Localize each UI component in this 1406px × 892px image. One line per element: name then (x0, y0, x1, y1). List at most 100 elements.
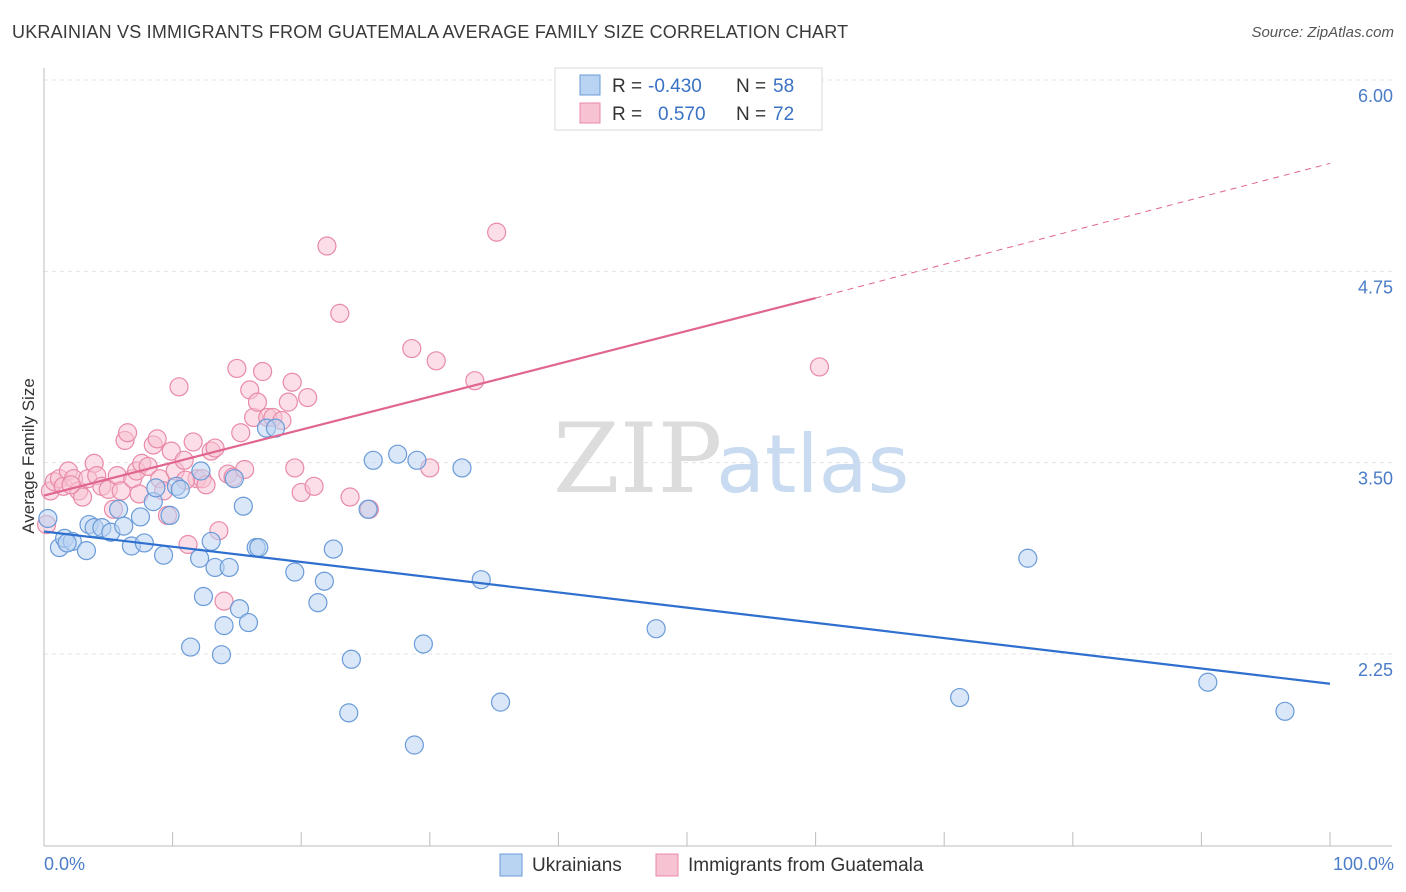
legend-swatch-pink (579, 102, 601, 124)
series-ukrainians-points (38, 418, 1295, 755)
legend-n-value-pink: 72 (773, 104, 794, 125)
y-tick-labels: 2.25 3.50 4.75 6.00 (1358, 86, 1393, 680)
ukrainian-point-36 (308, 593, 328, 613)
ukrainian-point-37 (314, 571, 334, 591)
y-tick-label-0: 2.25 (1358, 660, 1393, 680)
guatemala-point-43 (227, 358, 247, 379)
guatemala-point-18 (117, 423, 138, 443)
ukrainian-point-16 (153, 545, 174, 565)
guatemala-point-53 (278, 392, 298, 412)
ukrainian-point-52 (1018, 548, 1038, 568)
ukrainian-point-54 (1275, 701, 1295, 721)
axes (43, 68, 1392, 847)
guatemala-point-60 (330, 303, 350, 323)
trendlines (43, 162, 1331, 685)
ukrainian-point-19 (170, 479, 190, 499)
trendline-guatemala-extension (815, 162, 1331, 299)
guatemala-point-44 (231, 423, 251, 443)
guatemala-point-48 (247, 392, 268, 412)
correlation-legend: R = -0.430 N = 58 R = 0.570 N = 72 (554, 67, 823, 131)
guatemala-point-68 (809, 357, 830, 377)
ukrainian-point-32 (249, 537, 269, 558)
y-tick-label-3: 6.00 (1358, 86, 1393, 106)
ukrainian-point-9 (108, 499, 129, 519)
ukrainian-point-40 (341, 649, 361, 669)
ukrainian-point-43 (388, 444, 408, 464)
guatemala-point-63 (402, 338, 422, 359)
ukrainian-point-57 (224, 469, 244, 489)
ukrainian-point-42 (363, 450, 383, 470)
legend-r-value-pink: 0.570 (658, 104, 706, 125)
ukrainian-point-27 (219, 557, 239, 578)
ukrainian-point-41 (358, 499, 378, 519)
ukrainian-point-22 (193, 586, 214, 607)
ukrainian-point-39 (339, 703, 359, 723)
ukrainian-point-28 (229, 599, 250, 619)
trendline-ukrainians (43, 530, 1331, 685)
legend-r-label-blue: R = (612, 76, 642, 97)
ukrainian-point-56 (191, 461, 211, 481)
guatemala-point-30 (169, 377, 189, 397)
legend-item-ukrainians-swatch (499, 853, 523, 877)
series-legend: Ukrainians Immigrants from Guatemala (499, 853, 924, 877)
guatemala-point-59 (317, 236, 337, 256)
guatemala-point-49 (253, 361, 273, 382)
x-tick-marks (43, 832, 1331, 846)
ukrainian-point-55 (57, 533, 77, 553)
ukrainian-point-20 (181, 637, 201, 657)
guatemala-point-58 (304, 476, 324, 496)
ukrainian-point-47 (452, 458, 472, 478)
guatemala-point-61 (340, 487, 360, 507)
ukrainian-point-44 (404, 735, 424, 755)
x-tick-label-0: 0.0% (44, 854, 85, 874)
ukrainian-point-4 (76, 541, 97, 561)
guatemala-point-33 (183, 432, 203, 452)
watermark-atlas: atlas (716, 418, 909, 511)
guatemala-point-57 (298, 387, 318, 408)
y-tick-label-1: 3.50 (1358, 469, 1393, 489)
y-axis-label: Average Family Size (19, 378, 38, 534)
ukrainian-point-51 (950, 687, 970, 708)
legend-item-ukrainians: Ukrainians (532, 855, 622, 876)
chart-title: UKRAINIAN VS IMMIGRANTS FROM GUATEMALA A… (12, 22, 849, 42)
ukrainian-point-25 (211, 645, 232, 665)
x-tick-label-100: 100.0% (1333, 854, 1394, 874)
ukrainian-point-35 (285, 562, 305, 582)
ukrainian-point-53 (1198, 672, 1218, 692)
legend-n-label-pink: N = (736, 104, 766, 125)
guatemala-point-55 (285, 458, 305, 478)
ukrainian-point-48 (471, 570, 491, 590)
legend-n-value-blue: 58 (773, 76, 794, 97)
guatemala-point-65 (426, 351, 446, 371)
ukrainian-point-17 (160, 505, 180, 526)
ukrainian-point-0 (38, 508, 58, 529)
y-tick-label-2: 4.75 (1358, 277, 1393, 297)
legend-item-guatemala-swatch (655, 853, 679, 877)
source-label: Source: ZipAtlas.com (1251, 24, 1394, 41)
ukrainian-point-10 (114, 516, 134, 536)
legend-r-value-blue: -0.430 (648, 76, 702, 97)
watermark-zip: ZIP (553, 403, 722, 515)
legend-item-guatemala: Immigrants from Guatemala (688, 855, 924, 876)
ukrainian-point-46 (413, 634, 433, 654)
ukrainian-point-30 (238, 612, 259, 633)
ukrainian-point-49 (490, 692, 511, 712)
watermark: ZIP atlas (553, 403, 909, 515)
ukrainian-point-29 (233, 496, 253, 516)
guatemala-point-67 (487, 222, 507, 242)
ukrainian-point-50 (646, 619, 666, 639)
ukrainian-point-12 (130, 507, 151, 527)
trendline-guatemala (43, 296, 816, 497)
legend-swatch-blue (579, 74, 601, 96)
guatemala-point-40 (214, 591, 234, 611)
guatemala-point-8 (72, 487, 93, 507)
guatemala-point-24 (147, 429, 167, 449)
guatemala-point-54 (282, 372, 302, 392)
ukrainian-point-15 (146, 478, 166, 498)
ukrainian-point-45 (407, 450, 427, 470)
ukrainian-point-23 (201, 531, 221, 552)
ukrainian-point-26 (214, 616, 234, 636)
legend-r-label-pink: R = (612, 104, 642, 125)
legend-n-label-blue: N = (736, 76, 766, 97)
